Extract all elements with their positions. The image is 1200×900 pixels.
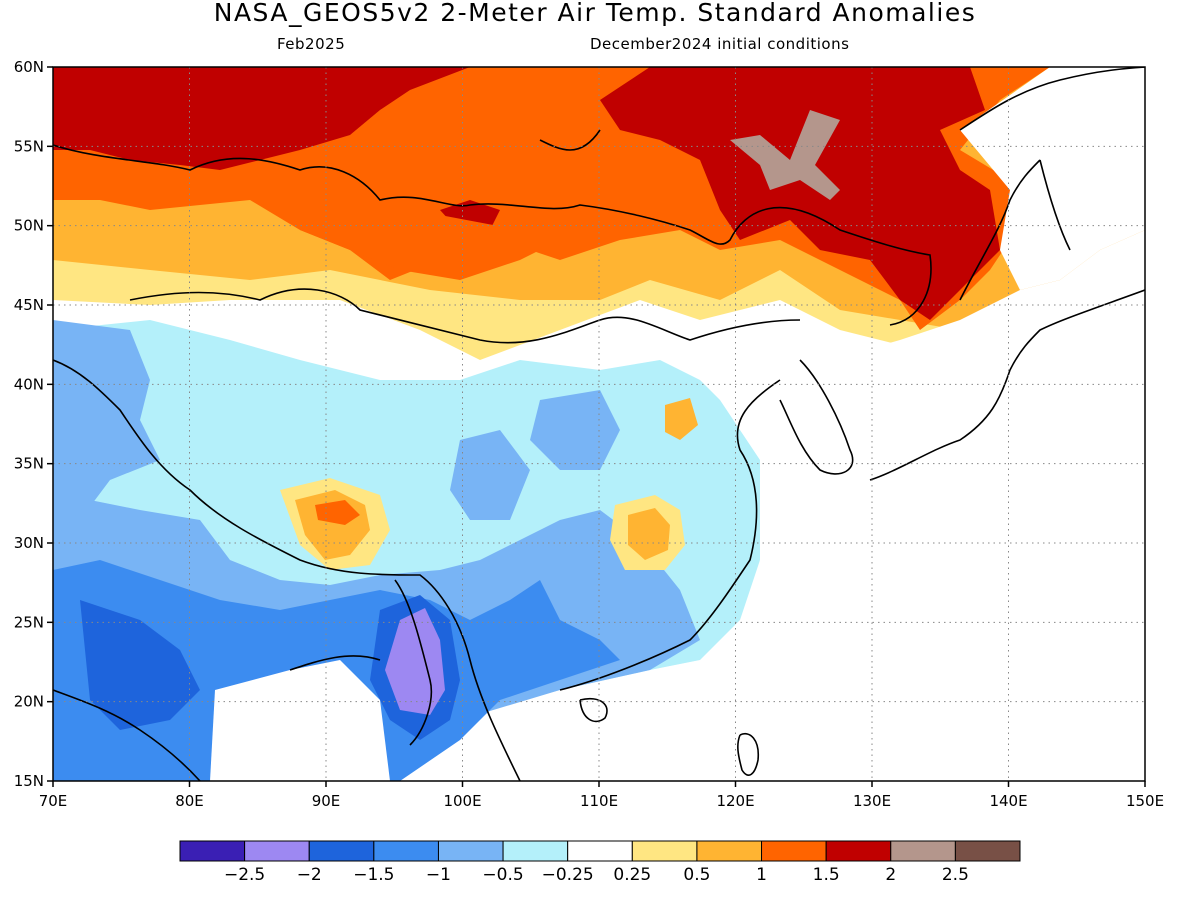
x-tick-label: 140E xyxy=(989,792,1027,810)
map-title: NASA_GEOS5v2 2-Meter Air Temp. Standard … xyxy=(213,0,977,27)
colorbar-swatch xyxy=(373,840,439,862)
anomaly-region-orange-south-china xyxy=(628,508,670,560)
y-tick-label: 50N xyxy=(14,217,44,235)
colorbar-label: 0.25 xyxy=(613,865,651,885)
y-tick-label: 45N xyxy=(14,296,44,314)
anomaly-region-orange-east xyxy=(665,398,698,440)
anomaly-map-plot xyxy=(53,67,1145,781)
masked-ocean-east xyxy=(700,230,1145,781)
gridlines xyxy=(53,67,1145,781)
colorbar: −2.5 −2 −1.5 −1 −0.5 −0.25 0.25 0.5 1 1.5 2 2.5 xyxy=(179,840,1021,885)
colorbar-swatch xyxy=(761,840,827,862)
colorbar-swatch xyxy=(631,840,698,862)
colorbar-swatch xyxy=(308,840,375,862)
x-tick-label: 130E xyxy=(853,792,891,810)
anomaly-region-darkred-northeast xyxy=(600,67,1000,320)
colorbar-swatch xyxy=(825,840,892,862)
colorbar-label: 1 xyxy=(756,865,767,885)
x-tick-label: 70E xyxy=(39,792,68,810)
y-tick-label: 30N xyxy=(14,534,44,552)
x-tick-label: 110E xyxy=(580,792,618,810)
x-axis: 70E 80E 90E 100E 110E 120E 130E 140E 150E xyxy=(39,781,1164,810)
x-tick-label: 80E xyxy=(175,792,204,810)
y-tick-label: 60N xyxy=(14,58,44,76)
y-tick-label: 15N xyxy=(14,772,44,790)
initial-conditions: December2024 initial conditions xyxy=(590,35,850,53)
y-axis: 15N 20N 25N 30N 35N 40N 45N 50N 55N 60N xyxy=(14,58,53,790)
colorbar-label: 0.5 xyxy=(683,865,710,885)
colorbar-label: −2.5 xyxy=(224,865,265,885)
colorbar-label: 2 xyxy=(885,865,896,885)
y-tick-label: 40N xyxy=(14,375,44,393)
colorbar-swatch xyxy=(954,840,1021,862)
colorbar-label: −0.5 xyxy=(482,865,523,885)
colorbar-label: −1 xyxy=(426,865,451,885)
masked-ocean-bay-of-bengal xyxy=(210,660,390,781)
y-tick-label: 25N xyxy=(14,613,44,631)
forecast-month: Feb2025 xyxy=(277,35,346,53)
x-tick-label: 120E xyxy=(716,792,754,810)
masked-ocean-northeast xyxy=(960,67,1145,290)
anomaly-region-darkblue-india xyxy=(80,600,200,730)
anomaly-region-blue-tibet xyxy=(450,430,530,520)
colorbar-swatch xyxy=(567,840,633,862)
anomaly-region-orange-band-2 xyxy=(300,210,560,280)
anomaly-region-darkred-north xyxy=(53,67,470,170)
coastlines-and-borders xyxy=(53,67,1145,781)
colorbar-swatch xyxy=(696,840,763,862)
colorbar-swatch xyxy=(502,840,569,862)
colorbar-label: 2.5 xyxy=(942,865,969,885)
colorbar-label: −2 xyxy=(297,865,322,885)
colorbar-label: −0.25 xyxy=(542,865,594,885)
x-tick-label: 90E xyxy=(312,792,341,810)
anomaly-region-purple-burma xyxy=(385,608,445,715)
colorbar-swatch xyxy=(179,840,246,862)
anomaly-region-brown-northeast xyxy=(730,110,840,200)
y-tick-label: 35N xyxy=(14,455,44,473)
anomaly-region-blue-central xyxy=(530,390,620,470)
colorbar-swatch xyxy=(437,840,504,862)
colorbar-label: 1.5 xyxy=(813,865,840,885)
x-tick-label: 100E xyxy=(443,792,481,810)
y-tick-label: 55N xyxy=(14,137,44,155)
colorbar-label: −1.5 xyxy=(353,865,394,885)
x-tick-label: 150E xyxy=(1126,792,1164,810)
y-tick-label: 20N xyxy=(14,693,44,711)
colorbar-swatch xyxy=(890,840,956,862)
colorbar-swatch xyxy=(244,840,310,862)
